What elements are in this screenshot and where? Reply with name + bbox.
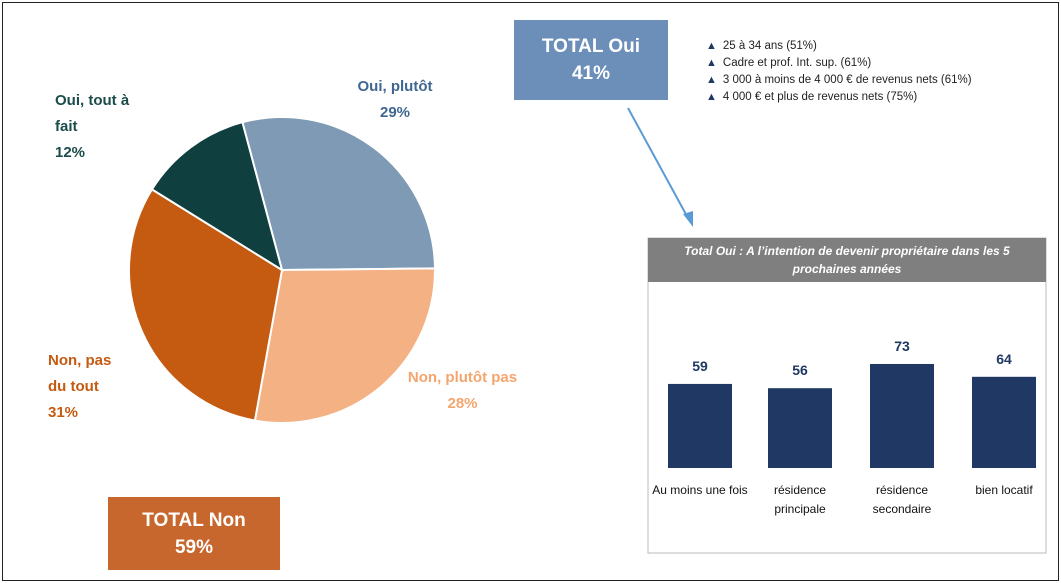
pie-label: Oui, plutôt 29% xyxy=(345,74,445,126)
bar-header xyxy=(648,238,1046,282)
pie-slice xyxy=(150,120,284,273)
pie-slice xyxy=(253,267,436,424)
pie-value-label: 31% xyxy=(48,404,79,421)
bar-header-box: Total Oui : A l’intention de devenir pro… xyxy=(648,238,1046,282)
pie-category: Non, plutôt pas xyxy=(407,369,518,386)
bar xyxy=(768,388,832,468)
arrow xyxy=(627,107,689,219)
bar xyxy=(870,363,934,468)
arrow-head xyxy=(683,211,693,227)
note: 3 000 à moins de 4 000 € de revenus nets… xyxy=(706,72,972,89)
pie-slice xyxy=(241,116,437,272)
pie-label: Non, pas du tout 31% xyxy=(48,348,128,426)
note: 25 à 34 ans (51%) xyxy=(706,38,972,55)
bar-category: résidence principale xyxy=(773,483,827,516)
pie-label: Oui, tout à fait 12% xyxy=(55,88,155,166)
bar-category: résidence secondaire xyxy=(872,483,932,516)
pie-category: Oui, tout à fait xyxy=(55,92,130,135)
bar-title: Total Oui : A l’intention de devenir pro… xyxy=(684,244,1010,276)
total-value: 59% xyxy=(174,536,214,558)
bar-category: Au moins une fois xyxy=(652,483,748,497)
pie-label: Non, plutôt pas 28% xyxy=(405,365,520,417)
total-text: TOTAL Oui xyxy=(541,36,641,57)
note: 4 000 € et plus de revenus nets (75%) xyxy=(706,89,972,106)
bar-value-label: 56 xyxy=(792,362,808,379)
total-box: TOTAL Oui 41% xyxy=(514,20,668,100)
bar-category: bien locatif xyxy=(975,483,1033,497)
bar-value-label: 73 xyxy=(894,337,910,354)
total-text: TOTAL Non xyxy=(142,509,246,531)
bar xyxy=(972,376,1036,468)
pie-value-label: 28% xyxy=(447,395,478,412)
bar-value-label: 64 xyxy=(996,350,1012,367)
notes: 25 à 34 ans (51%)Cadre et prof. Int. sup… xyxy=(706,38,972,106)
pie-category: Non, pas du tout xyxy=(48,352,112,395)
pie-value-label: 29% xyxy=(379,104,411,121)
pie-value-label: 12% xyxy=(55,144,86,161)
bar-value-label: 59 xyxy=(692,357,708,374)
pie-category: Oui, plutôt xyxy=(357,78,433,95)
total-value: 41% xyxy=(571,63,611,84)
total-box: TOTAL Non 59% xyxy=(108,497,280,570)
note: Cadre et prof. Int. sup. (61%) xyxy=(706,55,972,72)
bar xyxy=(668,383,732,468)
